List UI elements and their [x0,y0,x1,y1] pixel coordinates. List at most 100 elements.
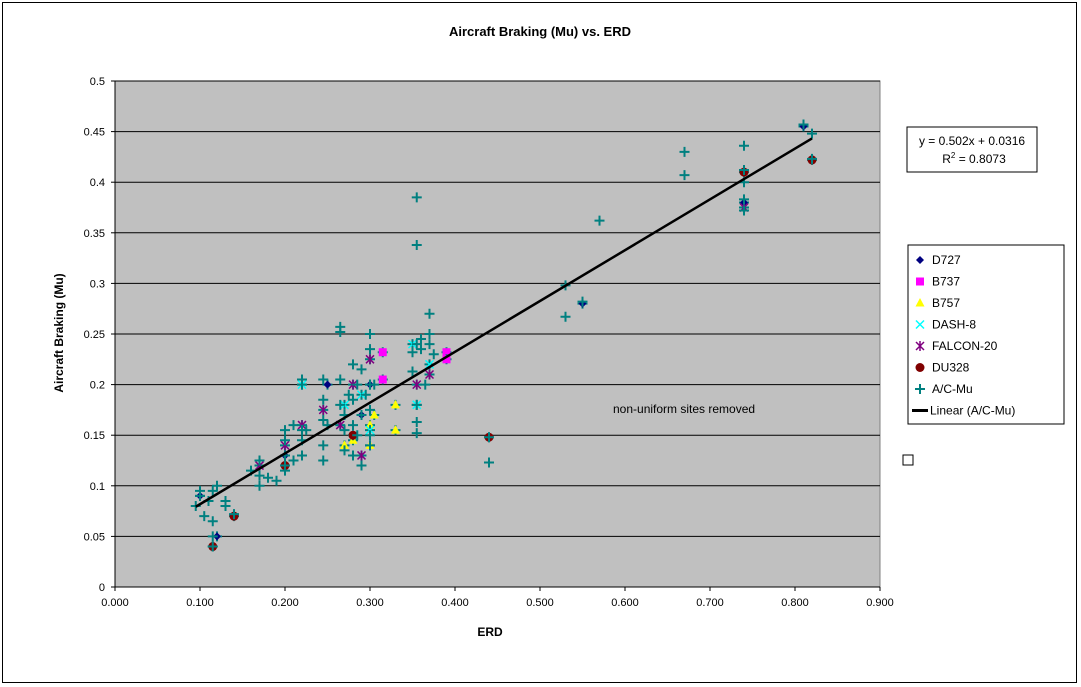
data-point [323,380,332,389]
data-point [739,140,749,151]
data-point [365,404,375,415]
x-tick-label: 0.600 [611,597,639,609]
data-point [318,455,329,466]
r-squared-exp: 2 [951,151,956,160]
y-tick-label: 0.3 [90,278,105,290]
data-point [335,326,346,337]
data-point [207,531,218,542]
data-point [411,339,422,350]
data-point [594,215,605,226]
y-tick-label: 0.25 [84,329,105,341]
legend-label: Linear (A/C-Mu) [930,404,1015,418]
data-point [365,344,375,355]
equation-box [906,126,1038,173]
legend-label: B757 [932,296,960,310]
data-point [280,425,290,436]
y-axis-label: Aircraft Braking (Mu) [52,273,66,392]
data-point [348,359,358,370]
legend-label: DU328 [932,361,970,375]
x-tick-label: 0.200 [271,597,299,609]
annotation-text: non-uniform sites removed [613,402,755,416]
y-axis-ticks: 0 0.05 0.1 0.15 0.2 0.25 0.3 0.35 0.4 0.45 0.5 [84,76,115,594]
data-point [411,417,422,428]
data-point [577,296,588,307]
gridlines [115,80,880,537]
data-point [339,425,350,436]
data-point [679,146,690,157]
data-point [356,460,367,471]
y-tick-label: 0.1 [90,481,105,493]
data-point [254,470,265,481]
legend-label: D727 [932,253,961,267]
chart-title: Aircraft Braking (Mu) vs. ERD [449,24,631,39]
data-point [411,239,422,250]
data-point [739,194,749,205]
data-point [339,445,350,456]
data-point [254,455,265,466]
data-point [407,347,418,358]
data-point [348,394,358,405]
data-point [442,348,451,357]
data-point [352,430,363,441]
data-point [318,374,329,385]
data-point [280,435,290,446]
data-point [424,329,435,339]
data-point [288,455,299,466]
x-tick-label: 0.000 [101,597,129,609]
data-point [412,379,422,390]
data-point [365,425,375,435]
data-point [739,205,749,216]
data-point [369,409,379,419]
data-point [424,339,435,350]
data-point [424,369,435,380]
data-point [416,344,426,355]
data-point [378,375,387,384]
data-point [220,501,231,512]
data-point [348,450,358,461]
selection-handle [902,454,914,466]
data-point [352,379,363,390]
legend-marker [915,319,925,330]
legend-marker [916,277,924,286]
x-tick-label: 0.100 [186,597,214,609]
data-point [679,170,690,181]
data-point [739,165,749,176]
r-squared-r: R [942,152,951,166]
data-point [195,485,205,496]
data-point [378,348,387,357]
data-point [318,440,329,451]
y-tick-label: 0.45 [84,127,105,139]
x-tick-label: 0.400 [441,597,469,609]
legend-label: B737 [932,275,960,289]
data-point [411,428,422,439]
data-point [318,394,329,405]
data-point [340,440,349,449]
y-tick-label: 0.5 [90,76,105,88]
data-point [484,457,494,468]
data-point [335,399,346,410]
data-point [365,440,375,451]
data-point [807,153,817,164]
x-tick-label: 0.700 [696,597,724,609]
y-tick-label: 0 [99,582,105,594]
x-tick-label: 0.500 [526,597,554,609]
legend-marker [915,363,925,372]
legend-marker [915,298,925,307]
data-point [263,472,273,483]
data-point [207,516,218,527]
trendline [195,137,813,508]
data-point [411,399,422,410]
y-tick-label: 0.15 [84,430,105,442]
data-point [428,349,439,360]
data-point [365,329,375,339]
data-point [212,480,222,491]
legend-label: A/C-Mu [932,382,973,396]
data-point [407,366,418,377]
legend-marker [915,341,925,351]
x-tick-label: 0.900 [866,597,894,609]
y-tick-label: 0.2 [90,380,105,392]
legend-marker [916,256,924,264]
data-point [442,355,451,364]
data-point [424,359,435,369]
